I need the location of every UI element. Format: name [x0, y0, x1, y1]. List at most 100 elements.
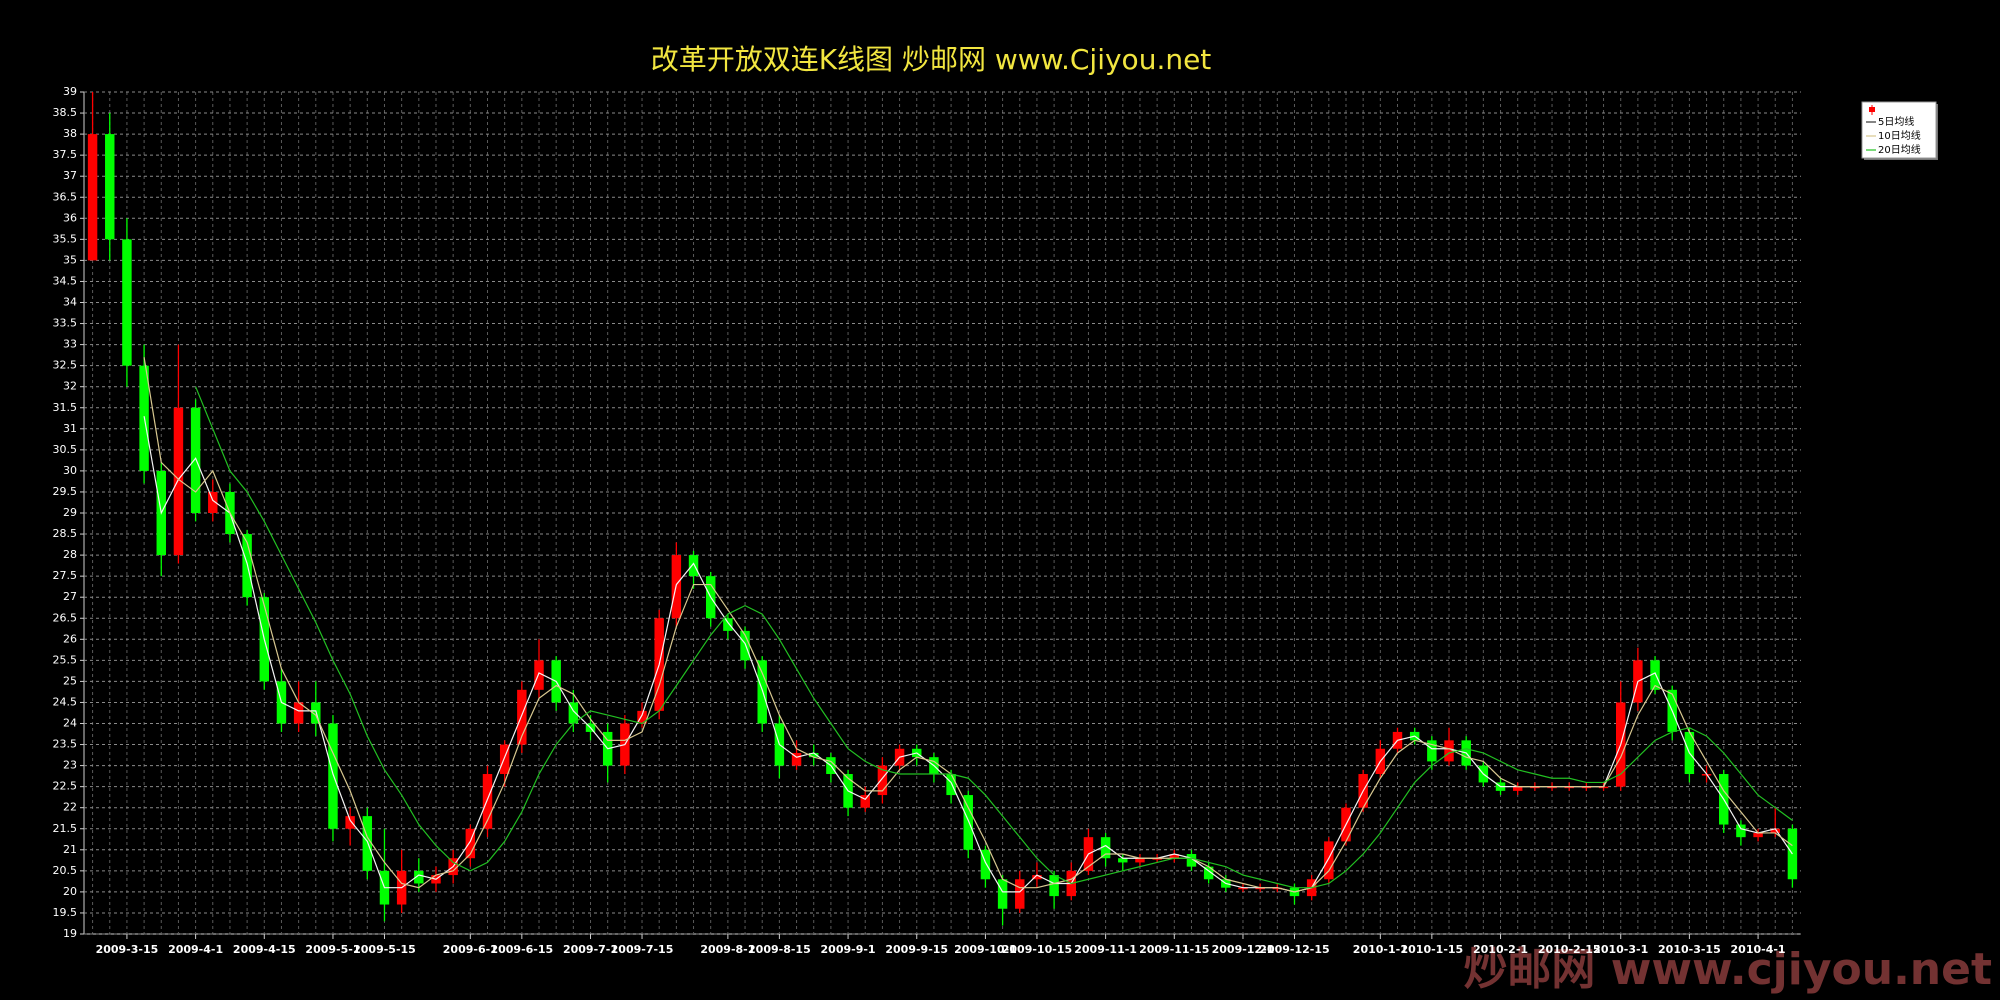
x-tick-label: 2010-3-15 [1658, 943, 1721, 956]
y-tick-label: 26.5 [53, 611, 78, 624]
candle-body [465, 828, 476, 859]
y-tick-label: 25.5 [53, 653, 78, 666]
x-tick-label: 2009-7-15 [611, 943, 674, 956]
y-tick-label: 24.5 [53, 695, 78, 708]
y-tick-label: 37.5 [53, 148, 78, 161]
y-tick-label: 35 [63, 253, 77, 266]
y-tick-label: 20.5 [53, 864, 78, 877]
candle-body [1135, 858, 1145, 863]
candle-body [1564, 786, 1574, 789]
x-tick-label: 2009-12-1 [1212, 943, 1275, 956]
candle-body [482, 774, 493, 829]
candle-body [499, 744, 510, 775]
y-tick-label: 23 [63, 759, 77, 772]
y-tick-label: 22 [63, 801, 77, 814]
x-tick-label: 2010-1-15 [1400, 943, 1463, 956]
y-tick-label: 36.5 [53, 190, 78, 203]
candle-body [963, 795, 973, 850]
y-tick-label: 34 [63, 296, 77, 309]
candle-body [860, 795, 870, 808]
candle-body [345, 816, 355, 829]
x-tick-label: 2009-4-15 [233, 943, 296, 956]
candle-body [740, 630, 750, 661]
candle-body [122, 239, 132, 366]
candle-body [1444, 740, 1454, 762]
x-tick-label: 2009-11-1 [1074, 943, 1137, 956]
y-tick-label: 24 [63, 717, 77, 730]
x-tick-label: 2009-12-15 [1259, 943, 1329, 956]
x-tick-label: 2009-4-1 [168, 943, 223, 956]
candle-body [534, 660, 544, 690]
y-tick-label: 27.5 [53, 569, 78, 582]
candle-body [1255, 887, 1265, 890]
candle-body [1032, 875, 1042, 880]
y-tick-label: 38.5 [53, 106, 78, 119]
candle-body [791, 752, 802, 766]
candle-body [1324, 841, 1334, 880]
candle-body [208, 491, 218, 513]
candle-body [980, 849, 991, 880]
candle-body [877, 765, 888, 796]
x-tick-label: 2009-6-15 [490, 943, 553, 956]
candle-body [568, 702, 579, 724]
candle-body [173, 407, 184, 556]
y-tick-label: 32 [63, 380, 77, 393]
x-tick-label: 2009-3-15 [96, 943, 159, 956]
y-tick-label: 29 [63, 506, 77, 519]
moving-average-line [143, 357, 1793, 893]
x-tick-label: 2009-10-15 [1002, 943, 1072, 956]
y-tick-label: 20 [63, 885, 77, 898]
y-tick-label: 33.5 [53, 317, 78, 330]
y-tick-label: 23.5 [53, 738, 78, 751]
x-tick-label: 2010-2-1 [1473, 943, 1528, 956]
y-tick-label: 31 [63, 422, 77, 435]
candle-body [1770, 828, 1780, 833]
legend-label: 20日均线 [1878, 143, 1921, 156]
x-tick-label: 2009-6-1 [443, 943, 498, 956]
candle-body [946, 774, 956, 796]
candle-body [293, 702, 304, 724]
candle-body [517, 689, 527, 745]
legend-label: 10日均线 [1878, 129, 1921, 142]
x-tick-label: 2009-7-1 [563, 943, 618, 956]
candle-body [688, 555, 699, 577]
candle-body [1186, 854, 1197, 867]
y-tick-label: 21.5 [53, 822, 78, 835]
candle-body [1581, 786, 1592, 789]
x-tick-label: 2010-2-15 [1538, 943, 1601, 956]
candle-body [1753, 832, 1763, 838]
candle-body [1512, 786, 1523, 791]
candle-body [328, 723, 338, 829]
x-tick-label: 2009-9-15 [885, 943, 948, 956]
candle-body [1650, 660, 1660, 690]
y-tick-label: 22.5 [53, 780, 78, 793]
candle-body [1598, 786, 1609, 789]
candle-body [809, 752, 819, 758]
chart-title: 改革开放双连K线图 炒邮网 www.Cjiyou.net [651, 43, 1212, 76]
y-tick-label: 21 [63, 843, 77, 856]
candle-body [1100, 837, 1111, 859]
x-tick-label: 2010-3-1 [1593, 943, 1648, 956]
y-tick-label: 28.5 [53, 527, 78, 540]
y-tick-label: 26 [63, 632, 77, 645]
candle-body [414, 870, 424, 884]
candle-body [362, 816, 373, 871]
candle-body [1272, 887, 1283, 890]
y-tick-label: 30 [63, 464, 77, 477]
legend-label: 5日均线 [1878, 115, 1914, 128]
candle-body [87, 134, 98, 261]
y-tick-label: 31.5 [53, 401, 78, 414]
candle-body [1530, 786, 1540, 789]
x-tick-label: 2009-5-1 [305, 943, 360, 956]
candle-body [637, 710, 647, 724]
y-tick-label: 29.5 [53, 485, 78, 498]
y-tick-label: 19.5 [53, 906, 78, 919]
x-tick-label: 2009-8-1 [700, 943, 755, 956]
y-tick-label: 34.5 [53, 274, 78, 287]
y-tick-label: 30.5 [53, 443, 78, 456]
candle-body [997, 879, 1008, 909]
x-tick-label: 2009-9-1 [821, 943, 876, 956]
y-tick-label: 37 [63, 169, 77, 182]
legend-candle [1869, 107, 1875, 112]
watermark: 炒邮网 www.cjiyou.net [1463, 944, 1992, 995]
